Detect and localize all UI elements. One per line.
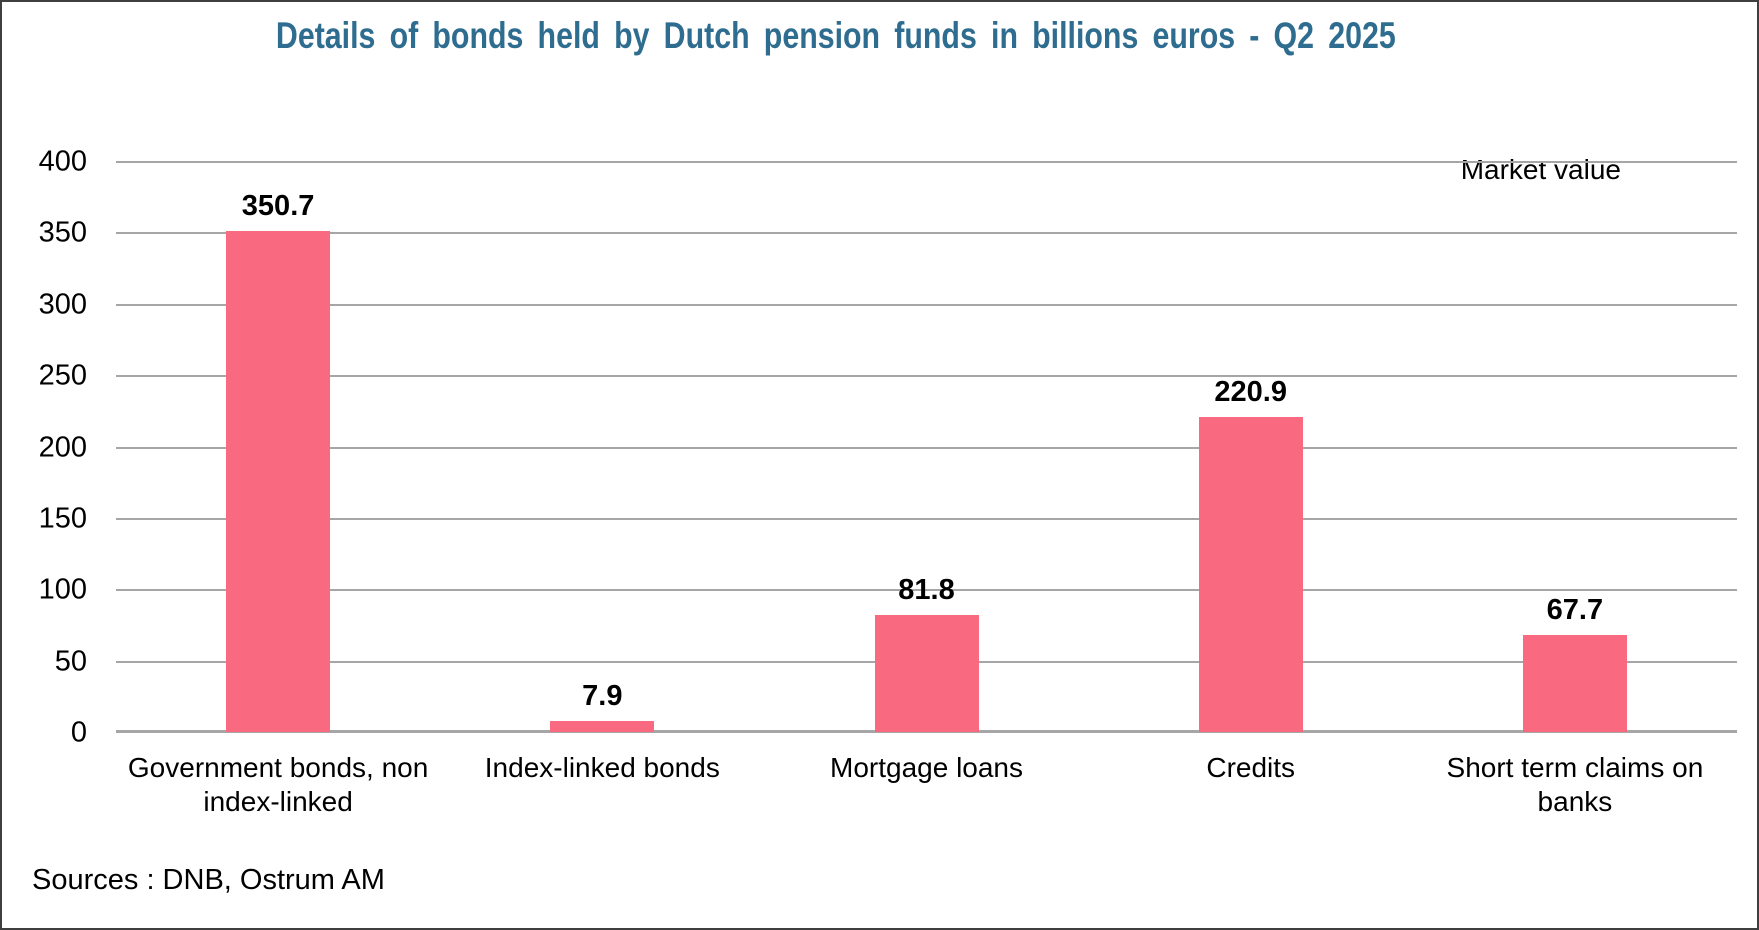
gridline xyxy=(116,589,1737,592)
category-label: Short term claims on banks xyxy=(1446,752,1704,818)
category-label: Index-linked bonds xyxy=(484,752,720,783)
bar xyxy=(874,615,979,732)
chart-title: Details of bonds held by Dutch pension f… xyxy=(276,15,1396,56)
title-row: Details of bonds held by Dutch pension f… xyxy=(2,15,1670,57)
bar-slot: 67.7 xyxy=(1413,162,1737,733)
bar-slots: 350.7 7.9 81.8 220.9 67.7 xyxy=(116,162,1737,733)
y-axis: 0 50 100 150 200 250 300 350 400 xyxy=(2,146,87,749)
category-label: Mortgage loans xyxy=(830,752,1024,783)
bar xyxy=(550,720,655,732)
bar-value-label: 350.7 xyxy=(241,190,315,223)
bar-value-label: 7.9 xyxy=(582,679,623,712)
bar-value-label: 220.9 xyxy=(1214,375,1287,408)
market-value-annotation: Market value xyxy=(1460,154,1621,185)
source-note: Sources : DNB, Ostrum AM xyxy=(32,864,385,896)
bar-slot: 7.9 xyxy=(440,162,764,733)
bar-slot: 350.7 xyxy=(116,162,440,733)
category-label: Government bonds, non index-linked xyxy=(127,752,429,818)
y-tick-label: 350 xyxy=(38,216,87,249)
bar-slot: 220.9 xyxy=(1089,162,1413,733)
y-tick-label: 50 xyxy=(54,645,87,678)
y-tick-label: 100 xyxy=(38,573,87,606)
y-tick-label: 150 xyxy=(38,502,87,535)
gridline xyxy=(116,517,1737,520)
bar-value-label: 67.7 xyxy=(1546,594,1604,627)
y-tick-label: 250 xyxy=(38,359,87,392)
y-tick-label: 200 xyxy=(38,431,87,463)
gridline xyxy=(116,303,1737,306)
plot-area: 350.7 7.9 81.8 220.9 67.7 xyxy=(116,161,1737,733)
bar-slot: 81.8 xyxy=(764,162,1088,733)
bar xyxy=(1522,635,1627,732)
bar xyxy=(1198,416,1303,732)
y-tick-label: 400 xyxy=(38,145,87,178)
bar xyxy=(226,231,331,732)
category-label: Credits xyxy=(1206,752,1296,783)
y-tick-label: 300 xyxy=(38,288,87,321)
x-axis: Government bonds, non index-linked Index-l… xyxy=(116,751,1737,820)
gridline xyxy=(116,232,1737,235)
gridline xyxy=(116,446,1737,449)
bar-value-label: 81.8 xyxy=(898,574,955,607)
gridline xyxy=(116,161,1737,163)
gridline xyxy=(116,375,1737,378)
y-tick-label: 0 xyxy=(70,716,87,749)
